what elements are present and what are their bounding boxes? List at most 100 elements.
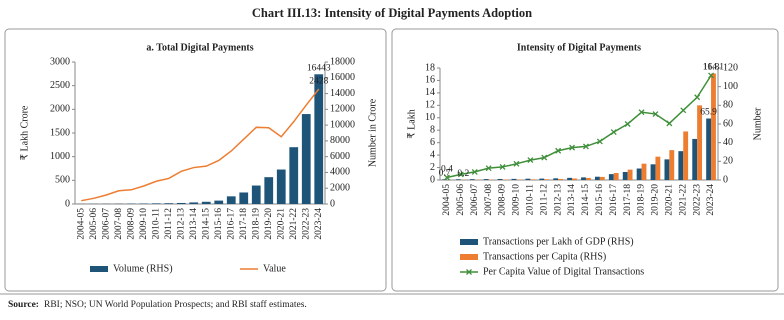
x-tick-label: 2007-08 (114, 208, 124, 240)
x-tick-label: 2020-21 (276, 208, 286, 240)
bar (483, 179, 489, 180)
bar (497, 178, 503, 180)
bar (301, 114, 311, 204)
marker (541, 154, 548, 161)
bar (558, 178, 564, 180)
x-tick-label: 2012-13 (553, 184, 563, 216)
y-tick-label: 8 (430, 125, 435, 136)
x-tick-label: 2005-06 (89, 208, 99, 240)
bar (655, 156, 661, 180)
x-tick-label: 2020-21 (665, 184, 675, 216)
y2-tick-label: 0 (330, 198, 335, 209)
y-tick-label: 12 (425, 100, 435, 111)
x-tick-label: 2008-09 (498, 184, 508, 216)
data-label: 65.9 (700, 108, 717, 118)
bar (678, 151, 684, 180)
y2-tick-label: 12000 (330, 104, 355, 115)
x-tick-label: 2022-23 (301, 208, 311, 240)
bar (214, 200, 224, 204)
y2-tick-label: 6000 (330, 151, 350, 162)
x-tick-label: 2006-07 (470, 184, 480, 216)
x-tick-label: 2007-08 (484, 184, 494, 216)
bar (264, 177, 274, 204)
x-tick-label: 2022-23 (692, 184, 702, 216)
x-tick-label: 2019-20 (651, 184, 661, 216)
x-tick-label: 2017-18 (623, 184, 633, 216)
marker (652, 111, 659, 118)
bar (636, 168, 642, 180)
marker (555, 147, 562, 154)
bar (608, 174, 614, 180)
y-tick-label: 14 (425, 87, 435, 98)
x-tick-label: 2009-10 (139, 208, 149, 240)
y2-tick-label: 40 (723, 137, 733, 148)
source-label: Source: (8, 300, 39, 310)
bar (641, 163, 647, 180)
marker (638, 109, 645, 116)
y2-tick-label: 18000 (330, 56, 355, 67)
source-text: RBI; NSO; UN World Population Prospects;… (44, 299, 307, 310)
legend-label: Volume (RHS) (113, 263, 173, 274)
y-tick-label: 2 (430, 162, 435, 173)
x-tick-label: 2013-14 (567, 184, 577, 216)
x-tick-label: 2005-06 (456, 184, 466, 216)
x-tick-label: 2010-11 (526, 184, 536, 216)
bar (511, 178, 517, 180)
bar (599, 176, 605, 180)
y-tick-label: 18 (425, 62, 435, 73)
legend-label: Per Capita Value of Digital Transactions (483, 266, 644, 277)
bar (276, 169, 286, 204)
marker (457, 171, 464, 178)
x-tick-label: 2016-17 (226, 208, 236, 240)
bar (594, 176, 600, 180)
bar (314, 74, 324, 205)
legend-label: Transactions per Lakh of GDP (RHS) (483, 236, 634, 247)
marker (596, 138, 603, 145)
y2-tick-label: 120 (723, 62, 738, 73)
bar (176, 202, 186, 204)
bar (706, 118, 712, 180)
x-tick-label: 2018-19 (637, 184, 647, 216)
x-tick-label: 2011-12 (164, 208, 174, 240)
y2-tick-label: 16000 (330, 72, 355, 83)
data-label: 2428 (309, 76, 328, 86)
data-label: 16443 (307, 63, 331, 73)
bar (289, 147, 299, 204)
marker (582, 143, 589, 150)
y2-tick-label: 0 (723, 174, 728, 185)
x-tick-label: 2019-20 (264, 208, 274, 240)
bar (622, 171, 628, 180)
x-tick-label: 2008-09 (126, 208, 136, 240)
bar (530, 179, 536, 180)
bar (572, 178, 577, 180)
panel-title: a. Total Digital Payments (146, 42, 253, 53)
y2-tick-label: 20 (723, 156, 733, 167)
bar (469, 179, 475, 180)
y2-tick-label: 4000 (330, 167, 350, 178)
x-tick-label: 2018-19 (251, 208, 261, 240)
y2-tick-label: 8000 (330, 135, 350, 146)
x-tick-label: 2015-16 (595, 184, 605, 216)
legend-marker (466, 269, 472, 275)
bar (544, 179, 550, 180)
y-tick-label: 1500 (50, 127, 70, 138)
marker (527, 157, 534, 164)
y-tick-label: 16 (425, 75, 435, 86)
x-tick-label: 2017-18 (239, 208, 249, 240)
x-tick-label: 2011-12 (539, 184, 549, 216)
page-title: Chart III.13: Intensity of Digital Payme… (252, 6, 532, 20)
y2-tick-label: 100 (723, 81, 738, 92)
bar (567, 177, 573, 180)
marker (680, 107, 687, 114)
bar (669, 150, 675, 180)
y2-tick-label: 2000 (330, 183, 350, 194)
bar (664, 159, 670, 180)
y-tick-label: 500 (55, 175, 70, 186)
x-tick-label: 2023-24 (314, 208, 324, 240)
x-tick-label: 2004-05 (76, 208, 86, 240)
marker (624, 121, 631, 127)
bar (539, 178, 545, 180)
bar (239, 192, 249, 204)
x-tick-label: 2010-11 (151, 208, 161, 240)
y2-tick-label: 10000 (330, 119, 355, 130)
